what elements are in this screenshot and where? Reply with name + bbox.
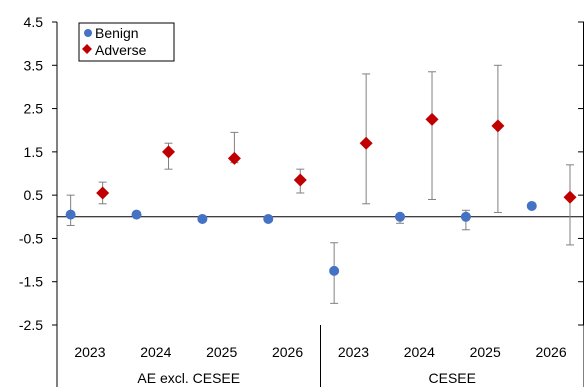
- legend-label-benign: Benign: [95, 25, 139, 41]
- benign-point: [329, 265, 340, 276]
- adverse-point: [227, 151, 241, 165]
- adverse-point: [293, 173, 307, 187]
- legend-box: [78, 22, 175, 62]
- adverse-point: [491, 119, 505, 133]
- x-tick-label-year: 2025: [470, 344, 501, 360]
- x-tick-label-year: 2024: [404, 344, 435, 360]
- legend-marker-adverse: [82, 44, 92, 54]
- chart-frame: [56, 22, 584, 325]
- y-tick-label: 3.5: [24, 57, 44, 73]
- x-tick-label-year: 2026: [272, 344, 303, 360]
- adverse-point: [162, 145, 176, 159]
- x-tick-label-year: 2025: [206, 344, 237, 360]
- benign-point: [526, 200, 537, 211]
- benign-point: [131, 209, 142, 220]
- y-tick-label: 4.5: [24, 14, 44, 30]
- group-label: CESEE: [429, 370, 476, 386]
- x-axis: 2023 2024 2025 2026 AE excl. CESEE 2023 2024 20…: [56, 325, 584, 387]
- benign-point: [65, 209, 76, 220]
- error-bars: [66, 64, 574, 304]
- y-tick-label: 1.5: [24, 144, 44, 160]
- legend-marker-benign: [84, 29, 92, 37]
- x-tick-label-year: 2024: [140, 344, 171, 360]
- legend-label-adverse: Adverse: [95, 42, 147, 58]
- x-tick-label-year: 2026: [535, 344, 566, 360]
- adverse-point: [563, 190, 577, 204]
- adverse-point: [359, 136, 373, 150]
- adverse-point: [96, 186, 110, 200]
- benign-point: [263, 213, 274, 224]
- adverse-point: [425, 112, 439, 126]
- y-tick-label: -1.5: [19, 274, 43, 290]
- x-tick-label-year: 2023: [74, 344, 105, 360]
- y-tick-label: -2.5: [19, 317, 43, 333]
- data-points: [65, 112, 577, 276]
- group-label: AE excl. CESEE: [137, 370, 240, 386]
- y-axis: 4.5 3.5 2.5 1.5 0.5 -0.5 -1.5 -2.5: [19, 14, 584, 333]
- y-tick-label: 0.5: [24, 187, 44, 203]
- y-tick-label: 2.5: [24, 101, 44, 117]
- benign-point: [460, 211, 471, 222]
- benign-point: [395, 211, 406, 222]
- benign-point: [197, 213, 208, 224]
- y-tick-label: -0.5: [19, 230, 43, 246]
- x-tick-label-year: 2023: [338, 344, 369, 360]
